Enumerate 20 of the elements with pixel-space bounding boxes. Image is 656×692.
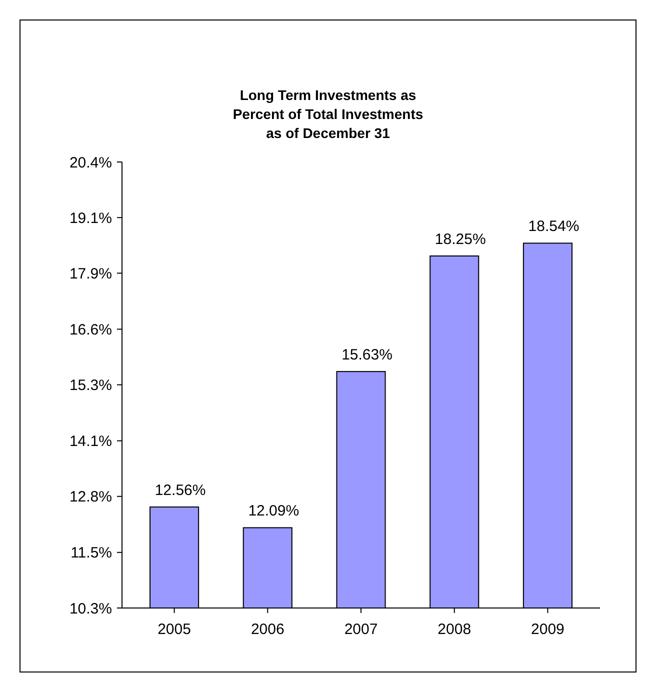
data-label: 12.56% <box>154 482 206 499</box>
y-tick-label: 16.6% <box>69 321 112 338</box>
y-tick-label: 15.3% <box>69 377 112 394</box>
y-tick-label: 11.5% <box>70 544 112 562</box>
data-label: 18.54% <box>528 218 580 236</box>
y-tick-label: 19.1% <box>69 210 112 227</box>
chart-title: Long Term Investments as Percent of Total Investments as of December 31 <box>232 87 424 141</box>
y-tick-label: 10.3% <box>69 600 112 618</box>
data-label: 15.63% <box>342 346 392 364</box>
y-tick-label: 17.9% <box>69 265 112 282</box>
data-label: 12.09% <box>248 502 300 520</box>
x-tick-label: 2005 <box>158 621 191 638</box>
y-tick-label: 12.8% <box>69 488 112 506</box>
x-tick-label: 2009 <box>531 621 564 638</box>
y-tick-label: 14.1% <box>69 433 112 450</box>
x-tick-label: 2006 <box>250 621 284 638</box>
x-tick-label: 2008 <box>438 621 472 638</box>
y-tick-label: 20.4% <box>69 154 112 172</box>
data-label: 18.25% <box>434 230 486 248</box>
x-tick-label: 2007 <box>344 621 378 638</box>
